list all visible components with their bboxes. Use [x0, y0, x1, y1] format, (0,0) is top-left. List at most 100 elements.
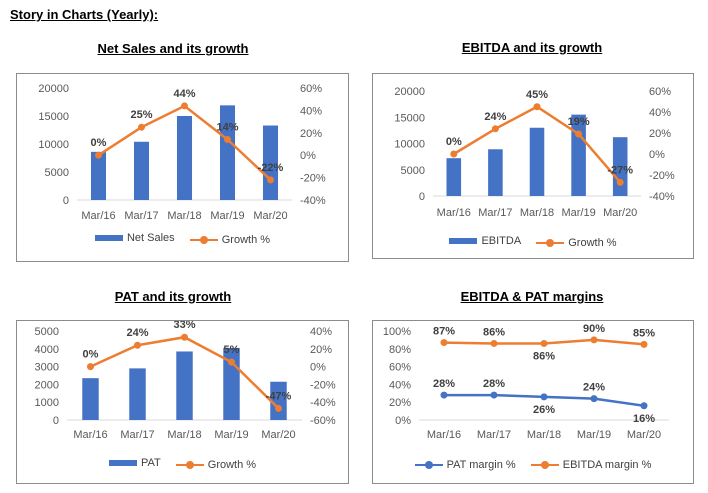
growth-point: [134, 341, 141, 349]
y-tick-label: 20000: [394, 86, 425, 98]
growth-point: [491, 125, 499, 133]
pat-chart: 0 1000 2000 3000 4000 5000 Mar/16 Mar/17 Mar/18 M…: [16, 320, 349, 484]
y-tick-label: 1000: [35, 397, 59, 409]
legend-item-growth: Growth %: [536, 237, 617, 249]
bar-swatch: [449, 238, 478, 244]
growth-point: [533, 103, 541, 111]
y2-tick-label: 40%: [649, 107, 671, 119]
legend-item-pat: PAT: [108, 457, 161, 469]
y2-tick-label: -40%: [649, 191, 675, 203]
line-swatch: [414, 461, 443, 469]
ebitda-margin-point: [540, 339, 548, 347]
ebitda-chart-plot: 0 5000 10000 15000 20000 Mar/16 Mar/17 Mar/18 Ma…: [394, 86, 675, 219]
y2-tick-label: 0%: [649, 149, 665, 161]
y-tick-label: 80%: [389, 344, 411, 356]
legend-label: EBITDA margin %: [562, 459, 652, 471]
y-tick-label: 10000: [394, 139, 425, 151]
growth-point: [87, 363, 94, 371]
data-label: 26%: [533, 404, 555, 416]
x-tick-label: Mar/19: [214, 429, 248, 441]
pat-margin-point: [490, 391, 498, 399]
data-label: 44%: [173, 88, 195, 100]
y2-tick-label: 0%: [300, 150, 316, 162]
growth-point: [275, 404, 282, 412]
x-tick-label: Mar/18: [527, 429, 561, 441]
y2-tick-label: 40%: [300, 105, 322, 117]
y2-tick-label: -40%: [300, 195, 326, 207]
growth-point: [616, 178, 624, 186]
bar: [82, 378, 99, 420]
y-tick-label: 4000: [35, 344, 59, 356]
bar: [90, 151, 107, 200]
bar: [129, 368, 146, 420]
bar: [133, 141, 150, 200]
y-tick-label: 100%: [383, 326, 411, 338]
growth-point: [450, 150, 458, 158]
y2-tick-label: 60%: [649, 86, 671, 98]
growth-point: [181, 102, 188, 110]
y2-tick-label: 20%: [300, 128, 322, 140]
y-tick-label: 15000: [394, 112, 425, 124]
legend-item-growth: Growth %: [175, 459, 256, 471]
data-label: 25%: [130, 109, 152, 121]
y-tick-label: 5000: [35, 326, 59, 338]
growth-point: [228, 358, 235, 366]
x-tick-label: Mar/20: [603, 207, 637, 219]
y-tick-label: 3000: [35, 362, 59, 374]
x-tick-label: Mar/20: [627, 429, 661, 441]
bar-swatch: [108, 460, 137, 466]
y-tick-label: 0: [419, 191, 425, 203]
ebitda-chart: 0 5000 10000 15000 20000 Mar/16 Mar/17 Mar/18 Ma…: [372, 73, 694, 259]
x-tick-label: Mar/18: [167, 210, 201, 222]
legend-label: EBITDA: [481, 235, 522, 247]
y-tick-label: 2000: [35, 379, 59, 391]
y-tick-label: 0: [53, 415, 59, 427]
pat-chart-plot: 0 1000 2000 3000 4000 5000 Mar/16 Mar/17 Mar/18 M…: [35, 321, 336, 441]
bar: [270, 381, 287, 420]
data-label: 86%: [483, 326, 505, 338]
net-sales-legend: Net Sales Growth %: [17, 232, 348, 246]
pat-margin-point: [590, 395, 598, 403]
data-label: 85%: [633, 327, 655, 339]
y-tick-label: 20%: [389, 397, 411, 409]
y-tick-label: 20000: [38, 83, 69, 95]
ebitda-margin-point: [640, 340, 648, 348]
data-label: -47%: [266, 390, 292, 402]
x-tick-label: Mar/18: [167, 429, 201, 441]
y-tick-label: 0: [63, 195, 69, 207]
legend-label: Growth %: [221, 234, 271, 246]
x-tick-label: Mar/18: [520, 207, 554, 219]
net-sales-chart-title: Net Sales and its growth: [97, 41, 249, 56]
net-sales-chart-plot: 0 5000 10000 15000 20000 Mar/16 Mar/17 Mar/18 Ma…: [38, 83, 326, 222]
growth-point: [575, 130, 583, 138]
pat-margin-point: [540, 393, 548, 401]
y-tick-label: 5000: [401, 165, 425, 177]
ebitda-chart-title: EBITDA and its growth: [461, 40, 603, 55]
ebitda-margin-point: [590, 336, 598, 344]
y2-tick-label: -40%: [310, 397, 336, 409]
data-label: 24%: [484, 111, 506, 123]
pat-chart-title: PAT and its growth: [114, 289, 232, 304]
bar: [219, 105, 236, 200]
y2-tick-label: 20%: [310, 344, 332, 356]
x-tick-label: Mar/19: [577, 429, 611, 441]
pat-margin-point: [640, 402, 648, 410]
y2-tick-label: -60%: [310, 415, 336, 427]
data-label: 0%: [446, 136, 462, 148]
bar: [262, 125, 279, 200]
data-label: 19%: [568, 116, 590, 128]
legend-label: PAT: [140, 457, 161, 469]
x-tick-label: Mar/17: [478, 207, 512, 219]
pat-margin-point: [440, 391, 448, 399]
ebitda-margin-point: [440, 339, 448, 347]
data-label: 28%: [483, 378, 505, 390]
page-title: Story in Charts (Yearly):: [10, 7, 159, 22]
y-tick-label: 15000: [38, 111, 69, 123]
data-label: 87%: [433, 326, 455, 338]
legend-label: Net Sales: [126, 232, 175, 244]
legend-label: Growth %: [568, 237, 617, 249]
data-label: 90%: [583, 323, 605, 335]
line-swatch: [536, 239, 565, 247]
data-label: 86%: [533, 350, 555, 362]
legend-item-net-sales: Net Sales: [94, 232, 175, 244]
